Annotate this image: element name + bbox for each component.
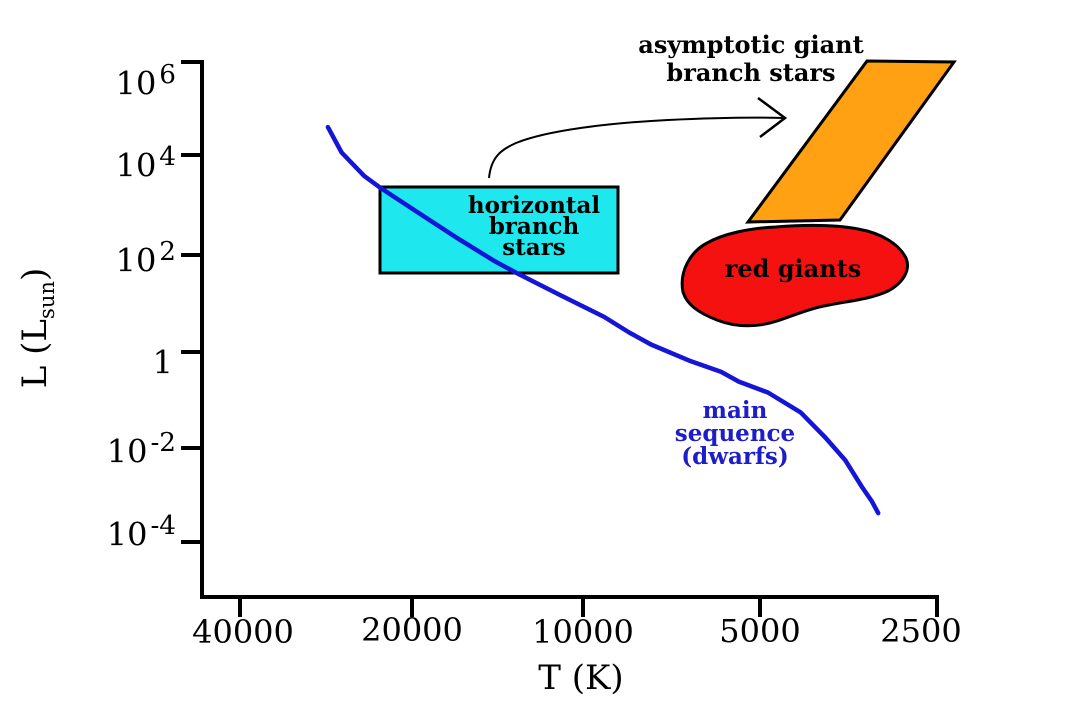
x-tick-label-2500: 2500	[880, 612, 962, 650]
y-tick-label-1e6: 10 6	[115, 60, 176, 103]
x-tick-label-10000: 10000	[532, 613, 634, 651]
agb-label: asymptotic giant branch stars	[638, 30, 864, 87]
y-tick-label-1e-4: 10 -4	[106, 511, 176, 554]
main-sequence-curve	[325, 124, 881, 516]
arrow-shaft	[488, 116, 784, 179]
x-axis-ticks	[238, 597, 939, 617]
axes	[200, 60, 939, 599]
y-tick-label-1e-2: 10 -2	[106, 428, 176, 471]
agb-region	[744, 59, 957, 224]
y-axis-title-suffix: )	[15, 267, 55, 282]
y-axis-title: L (Lsun)	[13, 208, 59, 448]
x-tick-label-40000: 40000	[192, 613, 294, 651]
axis-lines	[200, 60, 939, 599]
arrow-head	[757, 96, 788, 138]
y-axis-title-prefix: L (L	[15, 319, 55, 389]
red-giants-region	[680, 223, 909, 328]
x-axis-title: T (K)	[538, 658, 624, 698]
y-axis-title-subscript: sun	[33, 281, 59, 319]
main-sequence-label: main sequence (dwarfs)	[674, 397, 796, 470]
horizontal-branch-region	[378, 185, 620, 275]
agb-annotation-arrow	[488, 96, 788, 179]
red-giants-label: red giants	[724, 254, 862, 283]
x-tick-label-5000: 5000	[719, 612, 801, 650]
y-axis-ticks	[181, 60, 204, 544]
horizontal-branch-label: horizontal branch stars	[467, 192, 601, 261]
x-tick-label-20000: 20000	[361, 611, 463, 649]
y-tick-label-1e2: 10 2	[115, 237, 176, 280]
y-tick-label-1e4: 10 4	[115, 142, 176, 185]
y-tick-label-1: 1	[152, 343, 173, 382]
